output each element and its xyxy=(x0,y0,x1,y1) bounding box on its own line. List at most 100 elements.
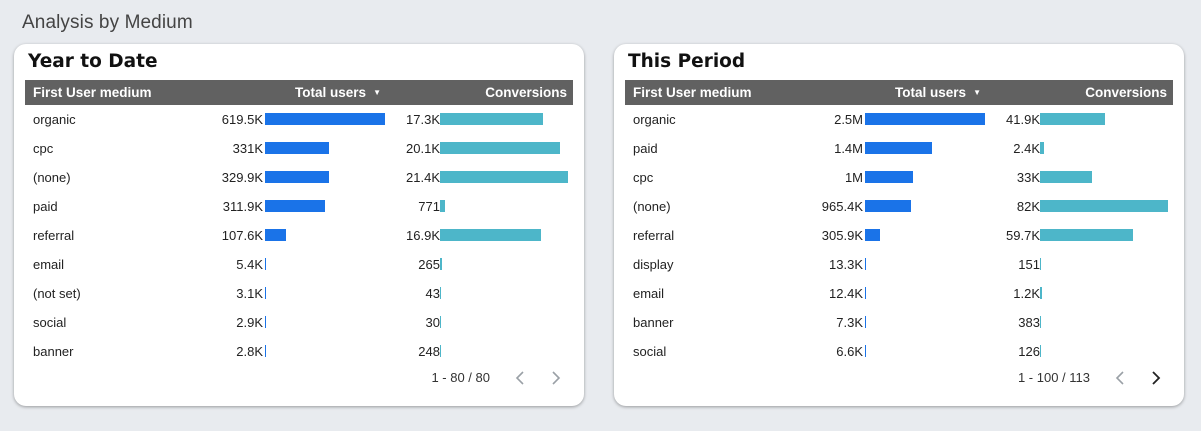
conversions-value: 30 xyxy=(425,315,440,330)
next-page-button[interactable] xyxy=(548,369,564,387)
medium-cell: social xyxy=(633,344,667,359)
total-users-bar xyxy=(265,287,266,299)
table-row[interactable]: organic 619.5K 17.3K xyxy=(25,105,573,134)
conversions-value: 82K xyxy=(1016,199,1040,214)
medium-cell: cpc xyxy=(633,170,654,185)
total-users-value: 619.5K xyxy=(221,112,263,127)
total-users-value: 965.4K xyxy=(821,199,863,214)
table-row[interactable]: cpc 331K 20.1K xyxy=(25,134,573,163)
medium-cell: (none) xyxy=(633,199,671,214)
total-users-value: 12.4K xyxy=(829,286,863,301)
previous-page-button[interactable] xyxy=(512,369,528,387)
section-title: Analysis by Medium xyxy=(22,12,193,33)
total-users-bar xyxy=(865,316,866,328)
conversions-bar xyxy=(1040,345,1041,357)
table-row[interactable]: (not set) 3.1K 43 xyxy=(25,279,573,308)
conversions-bar xyxy=(1040,258,1041,270)
medium-cell: cpc xyxy=(33,141,54,156)
table-header: First User medium Total users ▼ Conversio… xyxy=(625,80,1173,105)
total-users-bar xyxy=(865,142,932,154)
previous-page-button[interactable] xyxy=(1112,369,1128,387)
table-row[interactable]: paid 311.9K 771 xyxy=(25,192,573,221)
table-row[interactable]: social 6.6K 126 xyxy=(625,337,1173,366)
this-period-table-card: This Period First User medium Total user… xyxy=(614,44,1184,406)
total-users-value: 5.4K xyxy=(236,257,263,272)
medium-cell: (none) xyxy=(33,170,71,185)
total-users-value: 329.9K xyxy=(221,170,263,185)
next-page-button[interactable] xyxy=(1148,369,1164,387)
total-users-bar xyxy=(865,258,866,270)
table-row[interactable]: paid 1.4M 2.4K xyxy=(625,134,1173,163)
total-users-bar xyxy=(865,287,866,299)
total-users-value: 2.5M xyxy=(834,112,863,127)
table-row[interactable]: organic 2.5M 41.9K xyxy=(625,105,1173,134)
table-row[interactable]: referral 305.9K 59.7K xyxy=(625,221,1173,250)
conversions-bar xyxy=(440,171,568,183)
total-users-value: 7.3K xyxy=(836,315,863,330)
chevron-right-icon xyxy=(1152,371,1161,385)
conversions-value: 59.7K xyxy=(1006,228,1040,243)
medium-cell: email xyxy=(33,257,65,272)
conversions-bar xyxy=(1040,113,1105,125)
column-header-total-users-label: Total users xyxy=(295,85,367,100)
conversions-value: 248 xyxy=(418,344,440,359)
conversions-value: 17.3K xyxy=(406,112,440,127)
total-users-value: 107.6K xyxy=(221,228,263,243)
column-header-total-users-label: Total users xyxy=(895,85,967,100)
pagination-label: 1 - 100 / 113 xyxy=(1017,370,1090,385)
table-row[interactable]: referral 107.6K 16.9K xyxy=(25,221,573,250)
table-row[interactable]: banner 2.8K 248 xyxy=(25,337,573,366)
medium-cell: paid xyxy=(33,199,58,214)
conversions-bar xyxy=(440,229,541,241)
conversions-value: 265 xyxy=(418,257,440,272)
table-row[interactable]: cpc 1M 33K xyxy=(625,163,1173,192)
conversions-bar xyxy=(440,200,445,212)
medium-cell: referral xyxy=(633,228,675,243)
conversions-bar xyxy=(440,258,442,270)
conversions-value: 1.2K xyxy=(1013,286,1040,301)
total-users-bar xyxy=(265,258,266,270)
table-row[interactable]: email 5.4K 265 xyxy=(25,250,573,279)
total-users-bar xyxy=(265,171,329,183)
conversions-value: 126 xyxy=(1018,344,1040,359)
total-users-value: 3.1K xyxy=(236,286,263,301)
table-row[interactable]: social 2.9K 30 xyxy=(25,308,573,337)
conversions-value: 771 xyxy=(418,199,440,214)
total-users-value: 1M xyxy=(844,170,863,185)
medium-cell: paid xyxy=(633,141,658,156)
conversions-bar xyxy=(1040,229,1133,241)
table-row[interactable]: banner 7.3K 383 xyxy=(625,308,1173,337)
table-title: Year to Date xyxy=(28,51,158,72)
table-row[interactable]: (none) 329.9K 21.4K xyxy=(25,163,573,192)
total-users-bar xyxy=(265,345,266,357)
conversions-bar xyxy=(440,142,560,154)
table-body: organic 619.5K 17.3K cpc 331K 20.1K (none) 329.… xyxy=(25,105,573,366)
table-row[interactable]: email 12.4K 1.2K xyxy=(625,279,1173,308)
column-header-conversions[interactable]: Conversions xyxy=(1085,85,1167,100)
medium-cell: banner xyxy=(33,344,74,359)
chevron-right-icon xyxy=(552,371,561,385)
chevron-left-icon xyxy=(1115,371,1124,385)
total-users-value: 305.9K xyxy=(821,228,863,243)
column-header-total-users[interactable]: Total users ▼ xyxy=(295,85,381,100)
total-users-value: 2.9K xyxy=(236,315,263,330)
column-header-conversions[interactable]: Conversions xyxy=(485,85,567,100)
conversions-bar xyxy=(1040,171,1092,183)
caret-down-icon: ▼ xyxy=(373,88,381,97)
column-header-medium[interactable]: First User medium xyxy=(633,85,752,100)
column-header-total-users[interactable]: Total users ▼ xyxy=(895,85,981,100)
column-header-medium[interactable]: First User medium xyxy=(33,85,152,100)
total-users-bar xyxy=(265,142,329,154)
total-users-value: 13.3K xyxy=(829,257,863,272)
conversions-bar xyxy=(440,345,441,357)
total-users-value: 331K xyxy=(232,141,263,156)
total-users-bar xyxy=(265,316,266,328)
total-users-value: 311.9K xyxy=(222,199,263,214)
medium-cell: referral xyxy=(33,228,75,243)
medium-cell: organic xyxy=(33,112,76,127)
table-row[interactable]: (none) 965.4K 82K xyxy=(625,192,1173,221)
total-users-bar xyxy=(865,345,866,357)
table-row[interactable]: display 13.3K 151 xyxy=(625,250,1173,279)
total-users-bar xyxy=(865,171,913,183)
total-users-bar xyxy=(265,200,325,212)
